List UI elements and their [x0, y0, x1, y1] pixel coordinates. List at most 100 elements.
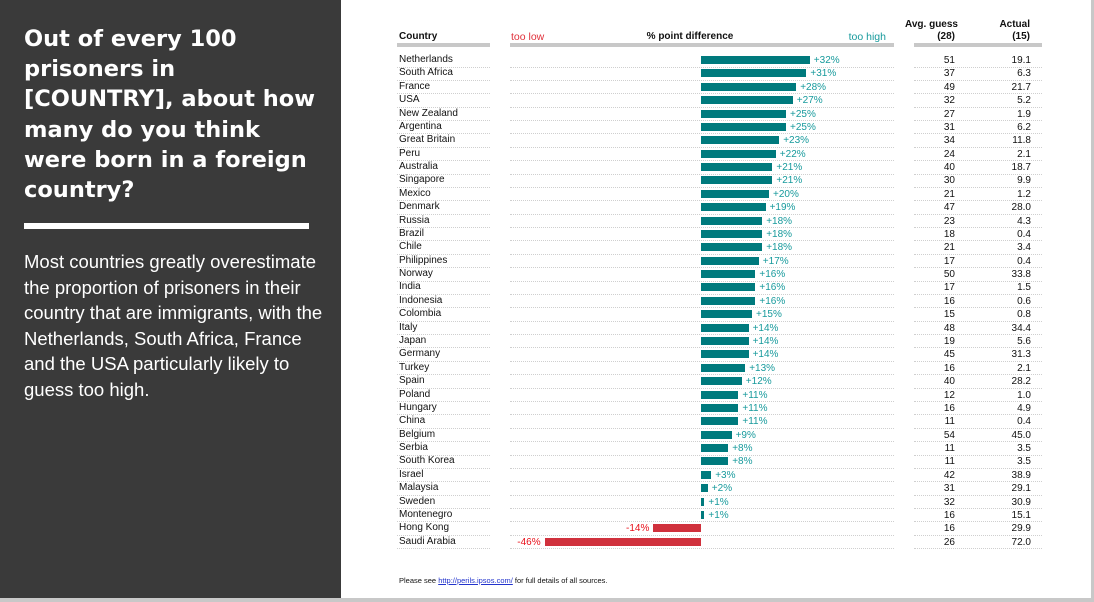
row-separator — [510, 200, 894, 202]
actual-value: 1.0 — [1017, 389, 1031, 401]
actual-value: 28.0 — [1011, 202, 1031, 214]
row-separator — [914, 146, 1042, 148]
difference-bar — [701, 256, 759, 265]
row-separator — [914, 240, 1042, 242]
row-separator — [914, 414, 1042, 416]
avg-guess-value: 16 — [943, 362, 955, 374]
difference-label: +8% — [732, 456, 753, 468]
difference-label: -46% — [517, 536, 541, 548]
row-separator — [397, 213, 490, 215]
difference-bar — [701, 189, 769, 198]
actual-value: 0.8 — [1017, 309, 1031, 321]
actual-value: 34.4 — [1011, 322, 1031, 334]
difference-label: +18% — [766, 242, 793, 254]
difference-label: +8% — [732, 443, 753, 455]
country-label: Peru — [399, 147, 421, 159]
row-separator — [510, 173, 894, 175]
actual-value: 45.0 — [1011, 429, 1031, 441]
country-label: China — [399, 415, 426, 427]
header-avg-guess: Avg. guess — [905, 19, 958, 30]
row-separator — [914, 200, 1042, 202]
bottom-border — [0, 598, 1094, 602]
difference-bar — [701, 96, 793, 105]
row-separator — [397, 401, 490, 402]
row-separator — [914, 320, 1042, 322]
avg-guess-value: 18 — [943, 228, 955, 240]
row-separator — [510, 467, 894, 469]
sources-link[interactable]: http://perils.ipsos.com/ — [438, 576, 513, 585]
actual-value: 19.1 — [1011, 55, 1031, 66]
actual-value: 72.0 — [1011, 536, 1031, 548]
country-label: Colombia — [399, 308, 442, 320]
row-separator — [914, 360, 1042, 362]
row-separator — [914, 467, 1042, 469]
row-separator — [397, 508, 490, 510]
row-separator — [397, 441, 490, 443]
row-separator — [397, 387, 490, 389]
avg-guess-value: 32 — [943, 496, 955, 508]
difference-bar — [701, 296, 756, 305]
actual-value: 3.5 — [1017, 456, 1031, 468]
difference-label: +21% — [776, 162, 803, 174]
difference-label: +16% — [759, 282, 786, 294]
row-separator — [510, 213, 894, 215]
row-separator — [510, 454, 894, 456]
difference-bar — [701, 82, 797, 91]
row-separator — [914, 548, 1042, 550]
difference-label: +23% — [783, 135, 810, 147]
actual-value: 30.9 — [1011, 496, 1031, 508]
country-label: Sweden — [399, 495, 436, 507]
country-label: South Africa — [399, 67, 453, 79]
row-separator — [914, 347, 1042, 349]
avg-guess-value: 16 — [943, 402, 955, 414]
avg-guess-value: 32 — [943, 95, 955, 107]
divider — [24, 223, 309, 229]
row-separator — [397, 374, 490, 376]
difference-label: +17% — [762, 255, 789, 267]
country-label: South Korea — [399, 455, 455, 467]
actual-value: 0.4 — [1017, 228, 1031, 240]
header-too-low: too low — [511, 31, 545, 43]
row-separator — [914, 160, 1042, 162]
difference-bar — [701, 283, 756, 292]
row-separator — [397, 146, 490, 148]
row-separator — [397, 186, 490, 188]
avg-guess-value: 31 — [943, 483, 955, 495]
row-separator — [914, 106, 1042, 108]
difference-label: +16% — [759, 295, 786, 307]
row-separator — [510, 293, 894, 295]
country-label: Philippines — [399, 254, 448, 266]
row-separator — [397, 253, 490, 255]
country-label: Netherlands — [399, 54, 453, 65]
footer-note: Please see http://perils.ipsos.com/ for … — [399, 576, 607, 585]
difference-label: +3% — [715, 469, 736, 481]
row-separator — [914, 267, 1042, 269]
difference-bar — [653, 524, 701, 533]
avg-guess-value: 48 — [943, 322, 955, 334]
actual-value: 3.4 — [1017, 242, 1031, 254]
header-diff: % point difference — [646, 31, 734, 42]
row-separator — [397, 307, 490, 309]
row-separator — [510, 307, 894, 309]
row-separator — [397, 106, 490, 108]
row-separator — [914, 441, 1042, 443]
avg-guess-value: 23 — [943, 215, 955, 227]
avg-guess-value: 11 — [944, 416, 955, 428]
row-separator — [397, 360, 490, 362]
difference-bar — [701, 470, 712, 479]
avg-guess-value: 51 — [943, 55, 955, 66]
actual-value: 1.9 — [1017, 108, 1031, 120]
difference-label: +11% — [742, 389, 768, 401]
row-separator — [397, 293, 490, 295]
country-label: Norway — [399, 268, 433, 280]
country-label: USA — [399, 94, 420, 106]
difference-label: +11% — [742, 416, 768, 428]
avg-guess-value: 54 — [943, 429, 955, 441]
avg-guess-value: 30 — [943, 175, 955, 187]
row-separator — [510, 508, 894, 510]
row-separator — [510, 441, 894, 443]
difference-label: +22% — [779, 148, 806, 160]
avg-guess-value: 50 — [943, 269, 955, 281]
row-separator — [510, 548, 894, 550]
actual-value: 2.1 — [1017, 362, 1031, 374]
